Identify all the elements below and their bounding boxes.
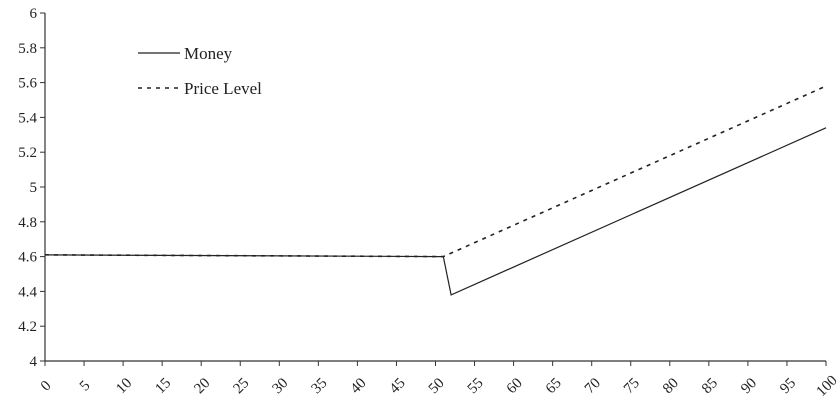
y-tick-label: 4.2 <box>18 319 37 335</box>
legend-label-money: Money <box>184 44 233 63</box>
x-tick-label: 90 <box>738 375 760 397</box>
x-tick-label: 20 <box>191 375 213 397</box>
x-tick-label: 55 <box>465 375 487 397</box>
series-lines <box>44 85 827 296</box>
y-tick-label: 5.4 <box>18 110 37 126</box>
legend-item-money: Money <box>138 44 233 63</box>
x-tick-label: 35 <box>309 375 331 397</box>
x-tick-label: 85 <box>699 375 721 397</box>
y-tick-label: 5.8 <box>18 41 37 57</box>
series-line-money <box>44 127 827 296</box>
x-tick-label: 15 <box>152 375 174 397</box>
y-tick-label: 4.6 <box>18 250 37 266</box>
x-tick-label: 50 <box>426 375 448 397</box>
y-tick-label: 5 <box>30 180 38 196</box>
x-tick-label: 65 <box>543 375 565 397</box>
x-tick-label: 80 <box>660 375 682 397</box>
x-tick-labels: 0 5 10 15 20 25 30 35 40 45 50 55 60 65 70 75 80 85 90 95 10… <box>38 361 836 400</box>
y-tick-label: 5.2 <box>18 145 37 161</box>
x-tick-label: 40 <box>348 375 370 397</box>
x-tick-label: 25 <box>230 375 252 397</box>
y-tick-label: 6 <box>30 6 38 22</box>
x-tick-label: 75 <box>621 375 643 397</box>
y-tick-label: 5.6 <box>18 76 37 92</box>
y-tick-labels: 4 4.2 4.4 4.6 4.8 5 5.2 5.4 5.6 5.8 6 <box>18 6 45 370</box>
x-tick-label: 30 <box>270 375 292 397</box>
x-tick-label: 60 <box>504 375 526 397</box>
x-tick-label: 10 <box>113 375 135 397</box>
legend-label-price-level: Price Level <box>184 79 262 98</box>
y-tick-label: 4 <box>30 354 38 370</box>
legend-item-price-level: Price Level <box>138 79 262 98</box>
x-tick-label: 95 <box>777 375 799 397</box>
y-tick-label: 4.4 <box>18 284 37 300</box>
x-tick-label: 100 <box>814 373 836 400</box>
y-tick-label: 4.8 <box>18 215 37 231</box>
series-line-price-level <box>44 85 827 258</box>
legend: Money Price Level <box>138 44 262 98</box>
x-tick-label: 70 <box>582 375 604 397</box>
x-tick-label: 0 <box>38 378 55 395</box>
x-tick-label: 5 <box>77 378 94 395</box>
x-tick-label: 45 <box>387 375 409 397</box>
